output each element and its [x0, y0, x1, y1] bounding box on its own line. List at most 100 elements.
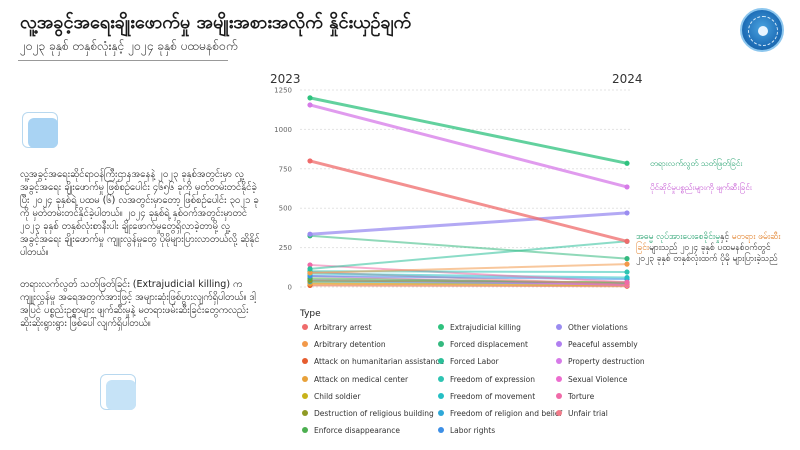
note-rest: များသည် ၂၀၂၄ ခုနှစ် ပထမနစ်ဝက်တွင် ၂၀၂၃ ခ… [636, 243, 778, 264]
series-line-freedom-of-movement [309, 272, 628, 279]
property-annotation: ပိုင်ဆိုင်မှုပစ္စည်းများကို ဖျက်ဆီးခြင်း [650, 182, 753, 194]
data-point-arbitrary-arrest-2024 [624, 238, 630, 244]
legend-item-forced-displacement: Forced displacement [438, 340, 528, 349]
series-line-forced-displacement [309, 234, 628, 260]
series-line-property-destruction [308, 103, 629, 189]
legend-item-freedom-of-expression: Freedom of expression [438, 375, 535, 384]
data-point-other-violations-2024 [624, 210, 630, 216]
organization-seal-icon [740, 8, 784, 52]
legend-swatch [438, 324, 444, 330]
series-line-attack-on-humanitarian-assistance [309, 284, 628, 288]
legend-item-arbitrary-arrest: Arbitrary arrest [302, 323, 372, 332]
data-point-forced-displacement-2024 [624, 256, 630, 262]
series-line-forced-labor [309, 240, 628, 270]
legend-swatch [302, 392, 308, 399]
legend-item-arbitrary-detention: Arbitrary detention [302, 340, 386, 349]
data-point-arbitrary-arrest-2023 [307, 158, 313, 164]
legend-label: Destruction of religious building [314, 409, 434, 418]
legend-item-unfair-trial: Unfair trial [556, 409, 608, 418]
intro-paragraph: လူ့အခွင့်အရေးဆိုင်ရာဝန်ကြီးဌာနအနေနဲ့ ၂၀၂… [20, 169, 260, 258]
legend-label: Forced displacement [450, 340, 528, 350]
legend-swatch [302, 375, 308, 382]
legend-label: Enforce disappearance [314, 426, 401, 436]
data-point-other-violations-2023 [307, 231, 313, 237]
legend-swatch [556, 410, 562, 416]
data-point-freedom-of-expression-2024 [624, 269, 630, 275]
year-label-2024: 2024 [612, 72, 643, 86]
legend-label: Arbitrary detention [314, 340, 386, 350]
data-point-property-destruction-2023 [307, 102, 313, 108]
data-point-extrajudicial-killing-2024 [624, 160, 630, 166]
legend-label: Torture [568, 391, 595, 401]
legend-swatch [438, 410, 444, 416]
legend-label: Forced Labor [450, 357, 499, 367]
series-line-other-violations [308, 211, 629, 236]
series-line-arbitrary-detention [309, 263, 628, 274]
legend-swatch [438, 358, 444, 365]
title-divider [18, 60, 228, 61]
legend-label: Sexual Violence [568, 374, 628, 384]
legend-label: Peaceful assembly [568, 340, 638, 350]
note-forced-labor: အဓမ္မ လုပ်အားပေးစေခိုင်းမှု [636, 232, 720, 242]
legend-label: Labor rights [450, 426, 496, 436]
decorative-square-fill [106, 380, 136, 410]
legend-label: Attack on medical center [314, 374, 409, 384]
data-point-arbitrary-detention-2023 [307, 270, 313, 276]
decorative-square-fill [28, 118, 58, 148]
legend-item-peaceful-assembly: Peaceful assembly [556, 340, 638, 349]
data-point-forced-labor-2023 [307, 266, 313, 272]
legend-label: Freedom of movement [450, 391, 536, 401]
legend-item-torture: Torture [556, 392, 594, 401]
legend-swatch [556, 324, 562, 330]
series-line-torture [309, 263, 628, 284]
legend-label: Attack on humanitarian assistance [314, 357, 445, 367]
data-point-property-destruction-2024 [624, 184, 630, 190]
legend-swatch [438, 341, 444, 348]
legend-swatch [438, 392, 444, 399]
y-tick-label: 1000 [274, 126, 292, 134]
data-point-arbitrary-detention-2024 [624, 261, 630, 267]
legend-swatch [302, 358, 308, 365]
year-label-2023: 2023 [270, 72, 301, 86]
extrajudicial-paragraph: တရားလက်လွတ် သတ်ဖြတ်ခြင်း (Extrajudicial … [20, 279, 257, 329]
legend-label: Child soldier [314, 391, 361, 401]
legend-item-sexual-violence: Sexual Violence [556, 375, 627, 384]
legend-swatch [556, 358, 562, 365]
legend-swatch [438, 375, 444, 382]
legend-swatch [302, 341, 308, 348]
legend-item-other-violations: Other violations [556, 323, 628, 332]
legend-item-property-destruction: Property destruction [556, 357, 645, 366]
series-line-arbitrary-arrest [308, 159, 629, 243]
data-point-torture-2023 [307, 262, 313, 268]
legend-item-attack-on-humanitarian-assistance: Attack on humanitarian assistance [302, 357, 444, 366]
legend-swatch [302, 324, 308, 330]
legend-item-attack-on-medical-center: Attack on medical center [302, 375, 408, 384]
legend-item-extrajudicial-killing: Extrajudicial killing [438, 323, 521, 332]
legend-label: Arbitrary arrest [314, 323, 372, 332]
legend-label: Property destruction [568, 357, 645, 367]
legend-item-destruction-of-religious-building: Destruction of religious building [302, 409, 434, 418]
y-tick-label: 1250 [274, 87, 292, 95]
page-subtitle: ၂၀၂၃ ခုနှစ် တနှစ်လုံးနှင့် ၂၀၂၄ ခုနှစ် ပ… [20, 39, 238, 53]
legend-label: Unfair trial [568, 409, 608, 418]
note-arbitrary-detention: မတရား ဖမ်းဆီးခြင်း [636, 232, 781, 253]
y-tick-label: 500 [279, 205, 292, 213]
legend-label: Freedom of religion and belief [450, 409, 563, 418]
y-tick-label: 0 [288, 284, 292, 292]
legend-swatch [556, 341, 562, 348]
legend-swatch [556, 392, 562, 399]
legend-label: Other violations [568, 323, 628, 332]
legend-item-freedom-of-movement: Freedom of movement [438, 392, 535, 401]
legend-label: Freedom of expression [450, 374, 536, 384]
page-title: လူ့အခွင့်အရေးချိုးဖောက်မှု အမျိုးအစားအလိ… [20, 12, 412, 33]
y-tick-label: 750 [279, 165, 292, 173]
legend-label: Extrajudicial killing [450, 323, 521, 332]
extrajudicial-annotation: တရားလက်လွတ် သတ်ဖြတ်ခြင်း [650, 158, 743, 170]
legend-item-child-soldier: Child soldier [302, 392, 360, 401]
legend-title: Type [300, 309, 321, 319]
y-tick-label: 250 [279, 244, 292, 252]
data-point-freedom-of-movement-2024 [624, 274, 630, 281]
series-line-extrajudicial-killing [308, 96, 629, 165]
legend-swatch [302, 410, 308, 416]
legend-swatch [438, 427, 444, 434]
